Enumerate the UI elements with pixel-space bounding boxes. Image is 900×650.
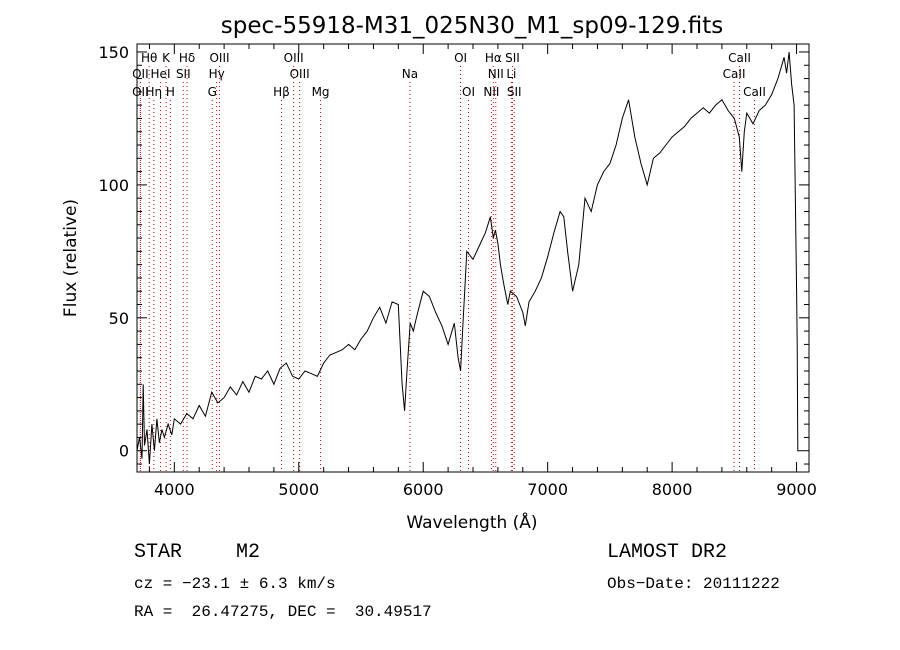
object-subclass: M2 — [236, 541, 261, 564]
line-label: OIII — [284, 51, 304, 65]
line-label: OI — [454, 51, 467, 65]
line-label: Na — [402, 67, 418, 81]
line-label: OIII — [290, 67, 310, 81]
line-label: K — [162, 51, 171, 65]
line-label: NII — [483, 85, 499, 99]
line-label: CaII — [723, 67, 746, 81]
line-label: Mg — [312, 85, 330, 99]
plot-frame — [136, 43, 810, 473]
line-label: SII — [507, 85, 522, 99]
spectrum-chart: spec-55918-M31_025N30_M1_sp09-129.fits H… — [61, 13, 817, 533]
line-label: SII — [176, 67, 191, 81]
line-label: OIII — [209, 51, 229, 65]
line-label: Hδ — [179, 51, 195, 65]
line-label: CaII — [743, 85, 766, 99]
object-class: STAR — [134, 541, 183, 564]
y-tick-label: 150 — [98, 43, 129, 62]
line-label: H — [166, 85, 175, 99]
sky-coordinates: RA = 26.47275, DEC = 30.49517 — [134, 603, 432, 621]
x-tick-label: 7000 — [527, 480, 568, 499]
x-tick-label: 8000 — [652, 480, 693, 499]
y-axis-ticks: 0 50 100 150 — [98, 43, 809, 465]
observation-date: Obs−Date: 20111222 — [607, 575, 780, 593]
line-label: OI — [462, 85, 475, 99]
line-label: Hα — [485, 51, 502, 65]
y-tick-label: 100 — [98, 176, 129, 195]
line-label: Hβ — [273, 85, 290, 99]
survey-name: LAMOST DR2 — [607, 541, 728, 564]
line-label: Hθ — [141, 51, 157, 65]
line-markers — [139, 66, 755, 472]
line-label: G — [208, 85, 217, 99]
x-tick-label: 9000 — [776, 480, 817, 499]
line-label: Hγ — [209, 67, 225, 81]
line-label: SII — [505, 51, 520, 65]
x-axis-ticks: 4000 5000 6000 7000 8000 9000 — [148, 44, 817, 499]
chart-title: spec-55918-M31_025N30_M1_sp09-129.fits — [221, 13, 723, 39]
line-label: NII — [488, 67, 504, 81]
line-label: Hη — [145, 85, 162, 99]
spectrum-line — [136, 51, 799, 465]
redshift-velocity: cz = −23.1 ± 6.3 km/s — [134, 575, 336, 593]
x-tick-label: 4000 — [154, 480, 195, 499]
line-label: OII — [132, 67, 149, 81]
y-axis-label: Flux (relative) — [61, 199, 81, 317]
y-tick-label: 50 — [109, 309, 129, 328]
line-label: Li — [506, 67, 516, 81]
y-tick-label: 0 — [119, 442, 129, 461]
x-tick-label: 6000 — [403, 480, 444, 499]
x-tick-label: 5000 — [278, 480, 319, 499]
line-label: HeI — [151, 67, 171, 81]
line-label: CaII — [728, 51, 751, 65]
x-axis-label: Wavelength (Å) — [406, 511, 537, 533]
